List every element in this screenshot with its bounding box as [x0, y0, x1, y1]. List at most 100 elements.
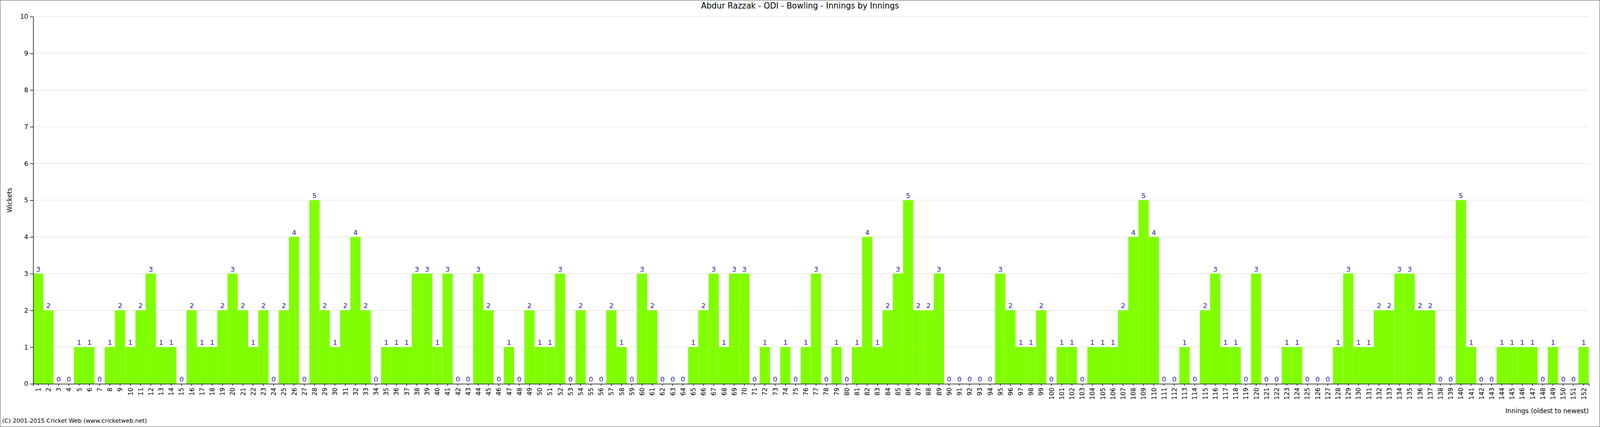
y-tick-mark — [29, 163, 34, 164]
x-tick: 55 — [587, 383, 595, 396]
data-label: 1 — [1069, 338, 1075, 347]
x-tick-mark — [1358, 383, 1359, 386]
x-tick-mark — [1276, 383, 1277, 386]
x-tick-label: 77 — [812, 387, 820, 396]
bar — [155, 346, 166, 384]
x-tick-label: 142 — [1477, 387, 1486, 400]
x-tick-label: 110 — [1150, 387, 1158, 400]
x-tick-label: 140 — [1457, 387, 1465, 400]
data-label: 2 — [1121, 301, 1126, 310]
data-label: 2 — [701, 301, 706, 310]
data-label: 1 — [1028, 338, 1034, 347]
bar — [1435, 383, 1446, 384]
data-label: 0 — [588, 374, 594, 383]
x-tick-mark — [1327, 383, 1328, 386]
x-tick-mark — [1532, 383, 1533, 386]
data-label: 0 — [373, 374, 379, 383]
bar — [1026, 346, 1037, 384]
x-tick-mark — [979, 383, 981, 386]
bar — [442, 273, 453, 384]
x-tick-mark — [1163, 383, 1165, 386]
x-tick-mark — [304, 383, 305, 386]
bar — [616, 346, 627, 384]
x-tick: 43 — [464, 383, 472, 396]
bar — [688, 346, 699, 384]
plot: 3200110121231102112321202405212420111331… — [20, 12, 1590, 400]
x-tick-label: 93 — [976, 387, 984, 396]
x-tick-mark — [877, 383, 878, 386]
x-tick: 39 — [423, 383, 431, 396]
x-tick: 15 — [177, 383, 186, 396]
x-tick-mark — [867, 383, 868, 386]
x-tick-label: 64 — [679, 387, 687, 396]
bar — [391, 346, 402, 384]
data-label: 1 — [76, 338, 82, 347]
bars — [33, 200, 1589, 384]
x-tick: 83 — [873, 383, 882, 396]
bar — [974, 383, 986, 384]
data-label: 0 — [844, 374, 850, 383]
x-tick: 143 — [1488, 383, 1496, 400]
x-tick: 134 — [1395, 383, 1404, 400]
y-tick-label: 10 — [20, 12, 29, 21]
y-tick: 1 — [24, 343, 34, 351]
data-label: 1 — [1336, 338, 1341, 347]
x-tick: 67 — [709, 383, 718, 396]
data-label: 1 — [435, 338, 440, 347]
x-tick-label: 127 — [1324, 387, 1332, 400]
bar — [811, 273, 822, 384]
y-tick-label: 7 — [24, 123, 29, 131]
bar — [206, 346, 218, 384]
bar — [165, 346, 176, 384]
x-tick-mark — [1071, 383, 1072, 386]
x-axis-line — [33, 384, 1590, 387]
x-tick-label: 81 — [853, 387, 861, 396]
data-label: 1 — [1366, 338, 1371, 347]
x-tick-mark — [457, 383, 459, 386]
x-tick: 86 — [904, 383, 912, 396]
x-tick-mark — [816, 383, 817, 386]
bar — [790, 383, 801, 384]
data-label: 0 — [1489, 374, 1494, 383]
data-label: 0 — [1049, 374, 1054, 383]
x-tick-label: 107 — [1119, 387, 1127, 400]
data-label: 1 — [1018, 338, 1023, 347]
x-tick: 145 — [1508, 383, 1516, 400]
x-tick-mark — [1450, 383, 1451, 386]
x-tick-mark — [897, 383, 899, 386]
x-tick-label: 145 — [1508, 387, 1516, 400]
x-tick: 82 — [863, 383, 871, 396]
data-label: 2 — [363, 301, 368, 310]
bar — [1322, 383, 1333, 384]
x-tick: 109 — [1139, 383, 1148, 400]
y-tick-label: 2 — [24, 306, 29, 315]
x-tick: 57 — [607, 383, 615, 396]
data-label: 2 — [527, 301, 532, 310]
x-tick-mark — [1348, 383, 1349, 386]
x-tick-mark — [846, 383, 847, 386]
x-tick-mark — [969, 383, 970, 386]
x-tick-mark — [355, 383, 356, 386]
bar — [646, 309, 658, 384]
x-tick-mark — [1317, 383, 1318, 386]
x-tick-mark — [1266, 383, 1267, 386]
data-label: 1 — [404, 338, 409, 347]
x-tick-mark — [529, 383, 530, 386]
data-label: 4 — [865, 228, 870, 237]
y-tick: 3 — [24, 269, 34, 278]
x-tick-label: 102 — [1068, 387, 1076, 400]
bar — [565, 383, 576, 384]
bar — [1496, 346, 1507, 384]
bar — [319, 309, 330, 384]
x-tick: 29 — [321, 383, 329, 396]
data-label: 1 — [1520, 338, 1525, 347]
x-tick-mark — [1542, 383, 1543, 386]
x-tick-label: 86 — [904, 387, 912, 396]
x-tick: 2 — [44, 383, 53, 392]
bar — [248, 346, 259, 384]
data-label: 0 — [1172, 374, 1177, 383]
x-tick: 10 — [126, 383, 135, 396]
x-tick-label: 132 — [1375, 387, 1383, 400]
x-tick-mark — [1173, 383, 1175, 386]
bar — [104, 346, 115, 384]
